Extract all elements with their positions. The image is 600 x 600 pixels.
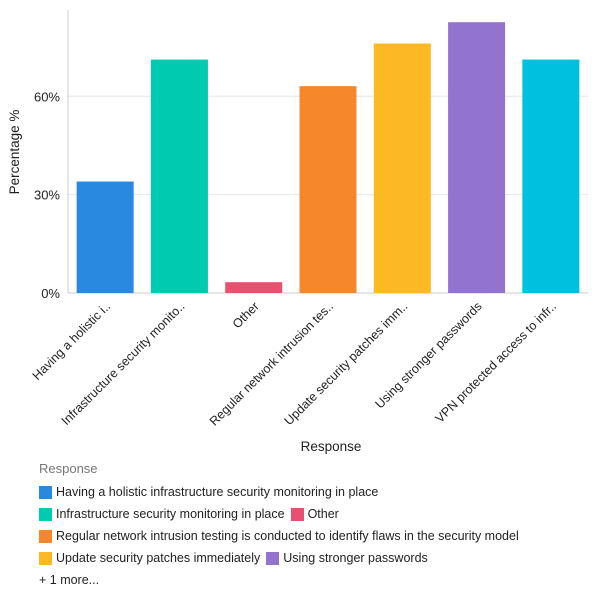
- bar[interactable]: [522, 59, 580, 293]
- legend-swatch: [39, 507, 52, 521]
- y-axis-title: Percentage %: [7, 110, 22, 195]
- legend-swatch: [39, 529, 52, 543]
- legend-row: Having a holistic infrastructure securit…: [39, 481, 525, 503]
- legend-more[interactable]: + 1 more...: [39, 573, 100, 587]
- x-tick-label: Having a holistic i..: [30, 299, 114, 383]
- legend-label: Other: [307, 507, 339, 521]
- legend-label: Regular network intrusion testing is con…: [56, 529, 519, 543]
- y-tick-label: 0%: [41, 286, 60, 301]
- y-tick-label: 60%: [34, 89, 60, 104]
- legend-row: Regular network intrusion testing is con…: [39, 525, 525, 547]
- legend-swatch: [39, 551, 52, 565]
- bar[interactable]: [373, 43, 431, 294]
- legend-item[interactable]: Update security patches immediately: [39, 551, 260, 565]
- legend-row: Infrastructure security monitoring in pl…: [39, 503, 525, 525]
- x-tick-label: Other: [230, 299, 262, 331]
- x-tick-label: Regular network intrusion tes..: [207, 299, 336, 428]
- x-tick-label: Update security patches imm..: [282, 299, 411, 428]
- legend-item[interactable]: Infrastructure security monitoring in pl…: [39, 507, 285, 521]
- legend-item[interactable]: Having a holistic infrastructure securit…: [39, 485, 378, 499]
- bar[interactable]: [448, 22, 506, 294]
- x-tick-label: VPN protected access to infr..: [433, 299, 559, 425]
- bar[interactable]: [299, 86, 357, 293]
- y-tick-label: 30%: [34, 188, 60, 203]
- bar-chart: 0% 30% 60% Having a holistic i..Infrastruct…: [7, 10, 588, 454]
- legend-row: Update security patches immediately Using…: [39, 547, 525, 569]
- legend-item[interactable]: Other: [290, 507, 339, 521]
- bar[interactable]: [225, 282, 283, 293]
- x-tick-label: Infrastructure security monito..: [59, 299, 188, 428]
- legend-item[interactable]: Using stronger passwords: [266, 551, 428, 565]
- legend-title: Response: [39, 461, 98, 476]
- bar[interactable]: [150, 59, 208, 293]
- legend-item[interactable]: Regular network intrusion testing is con…: [39, 529, 519, 543]
- bar[interactable]: [76, 181, 134, 293]
- legend-swatch: [266, 551, 280, 565]
- legend-swatch: [290, 507, 304, 521]
- x-axis-title: Response: [301, 439, 362, 454]
- legend-label: Infrastructure security monitoring in pl…: [56, 507, 285, 521]
- legend-label: Having a holistic infrastructure securit…: [56, 485, 379, 499]
- legend: Response Having a holistic infrastructur…: [39, 461, 525, 591]
- legend-label: Using stronger passwords: [283, 551, 428, 565]
- legend-label: Update security patches immediately: [56, 551, 261, 565]
- legend-swatch: [39, 485, 52, 499]
